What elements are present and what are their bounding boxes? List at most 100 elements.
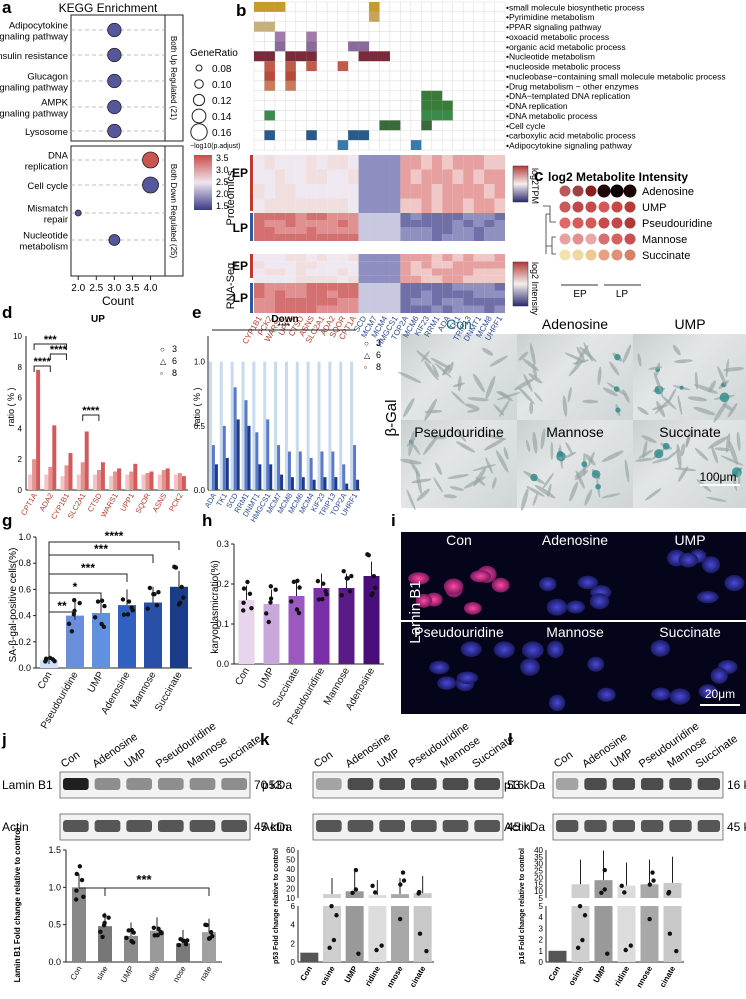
heat-cell <box>369 283 380 291</box>
panel-h-point <box>371 574 377 579</box>
heat-cell <box>400 254 411 262</box>
term-cell <box>369 2 380 12</box>
nucleus <box>697 590 719 604</box>
heat-cell <box>316 275 328 283</box>
grid-cell <box>400 139 412 151</box>
panel-l-point <box>602 867 607 873</box>
bgal-stain <box>595 483 601 490</box>
heat-cell <box>431 213 443 220</box>
panel-k-point <box>370 883 375 888</box>
heat-cell <box>494 227 505 234</box>
blot-lane-con: Con <box>59 749 82 770</box>
panel-k-point <box>416 891 421 896</box>
go-term-oxoacid-metabolic-process: •oxoacid metabolic process <box>506 32 609 42</box>
panel-g-point <box>130 608 135 613</box>
heat-cell <box>452 227 464 234</box>
legend-value: 0.10 <box>212 80 232 91</box>
panel-h-point <box>341 568 346 574</box>
panel-e-bar-ada-8 <box>214 464 218 490</box>
legend-circle <box>194 79 204 89</box>
panel-k-y-tick-label: 40 <box>286 865 295 874</box>
panel-d-bar-ctsd-3 <box>92 474 97 490</box>
grid-cell <box>400 90 412 101</box>
grid-cell <box>285 120 297 131</box>
heat-cell <box>316 169 328 184</box>
panel-e-bar-dnmt1-8 <box>258 464 262 490</box>
panel-k-point <box>329 903 334 909</box>
heat-cell <box>494 234 505 241</box>
metabolite-dot-succinate <box>598 249 610 261</box>
heat-cell <box>484 268 495 276</box>
nucleus <box>651 687 671 701</box>
heat-cell <box>264 198 275 213</box>
heat-cell <box>348 220 359 227</box>
panel-h-bar-con <box>238 600 255 664</box>
legend-value: 0.14 <box>212 112 232 123</box>
blot-label-lamin-b1: Lamin B1 <box>2 778 53 792</box>
panel-g-cat-ump: UMP <box>86 670 107 695</box>
grid-cell <box>253 80 265 92</box>
grid-cell <box>337 1 349 13</box>
heat-cell <box>442 283 453 291</box>
panel-j-y-tick-label: 1.0 <box>48 882 61 892</box>
heat-cell <box>431 184 443 199</box>
cell-shape <box>432 363 439 378</box>
panel-g-cat-con: Con <box>36 670 55 691</box>
metabolite-dot-pseudouridine <box>611 217 623 229</box>
panel-d-y-tick-label: 2 <box>18 455 23 464</box>
grid-cell <box>462 31 474 42</box>
heat-cell <box>316 305 328 313</box>
panel-l-y-tick-label: 4 <box>539 913 544 922</box>
panel-l-y-tick-label: 3 <box>539 924 544 933</box>
term-cell <box>285 80 296 91</box>
panel-l-y-tick-label: 30 <box>534 860 543 869</box>
blot-kda-53-kda: 53 kDa <box>507 778 545 792</box>
panel-c-title: log2 Metabolite Intensity <box>548 170 688 184</box>
grid-cell <box>253 70 265 82</box>
grid-cell <box>379 41 391 52</box>
grid-cell <box>274 139 286 151</box>
heat-cell <box>327 275 338 283</box>
grid-cell <box>462 51 474 62</box>
grid-cell <box>274 100 286 111</box>
panel-l-point <box>622 890 627 895</box>
grid-cell <box>494 21 506 32</box>
grid-cell <box>400 110 412 121</box>
term-cell <box>274 2 286 12</box>
panel-l-point <box>580 937 585 943</box>
heat-cell <box>484 198 495 213</box>
grid-cell <box>421 1 433 13</box>
blot-label-p16: p16 <box>504 778 524 792</box>
heat-cell <box>379 275 390 283</box>
grid-cell <box>347 31 359 42</box>
go-term-nucleotide-metabolism: •Nucleotide metabolism <box>506 52 595 62</box>
blot-band <box>63 778 89 790</box>
heat-cell <box>494 169 505 184</box>
panel-d-sig-label: **** <box>50 344 68 356</box>
panel-l-point <box>602 887 607 892</box>
heat-cell <box>410 155 422 170</box>
heat-cell <box>379 213 390 220</box>
heat-cell <box>337 275 349 283</box>
panel-i-scale: 20μm <box>705 687 735 701</box>
panel-d-bar-sqor-6 <box>145 473 150 490</box>
grid-cell <box>253 110 265 121</box>
metabolite-dot-succinate <box>572 249 584 261</box>
heat-cell <box>463 198 474 213</box>
panel-d-sig-bracket <box>82 414 100 421</box>
term-cell <box>421 120 432 131</box>
heat-cell <box>369 275 380 283</box>
heat-cell <box>306 268 317 276</box>
panel-d-legend-marker: ○ <box>160 345 165 354</box>
term-cell <box>442 110 453 121</box>
cell-shape <box>567 386 572 403</box>
term-cell <box>358 51 370 62</box>
heat-cell <box>473 261 485 269</box>
heat-cell <box>285 227 296 234</box>
grid-cell <box>462 11 474 22</box>
heat-cell <box>285 155 296 170</box>
panel-h-point <box>273 587 278 592</box>
term-cell <box>431 100 443 111</box>
heat-cell <box>358 254 370 262</box>
heat-cell <box>484 254 495 262</box>
